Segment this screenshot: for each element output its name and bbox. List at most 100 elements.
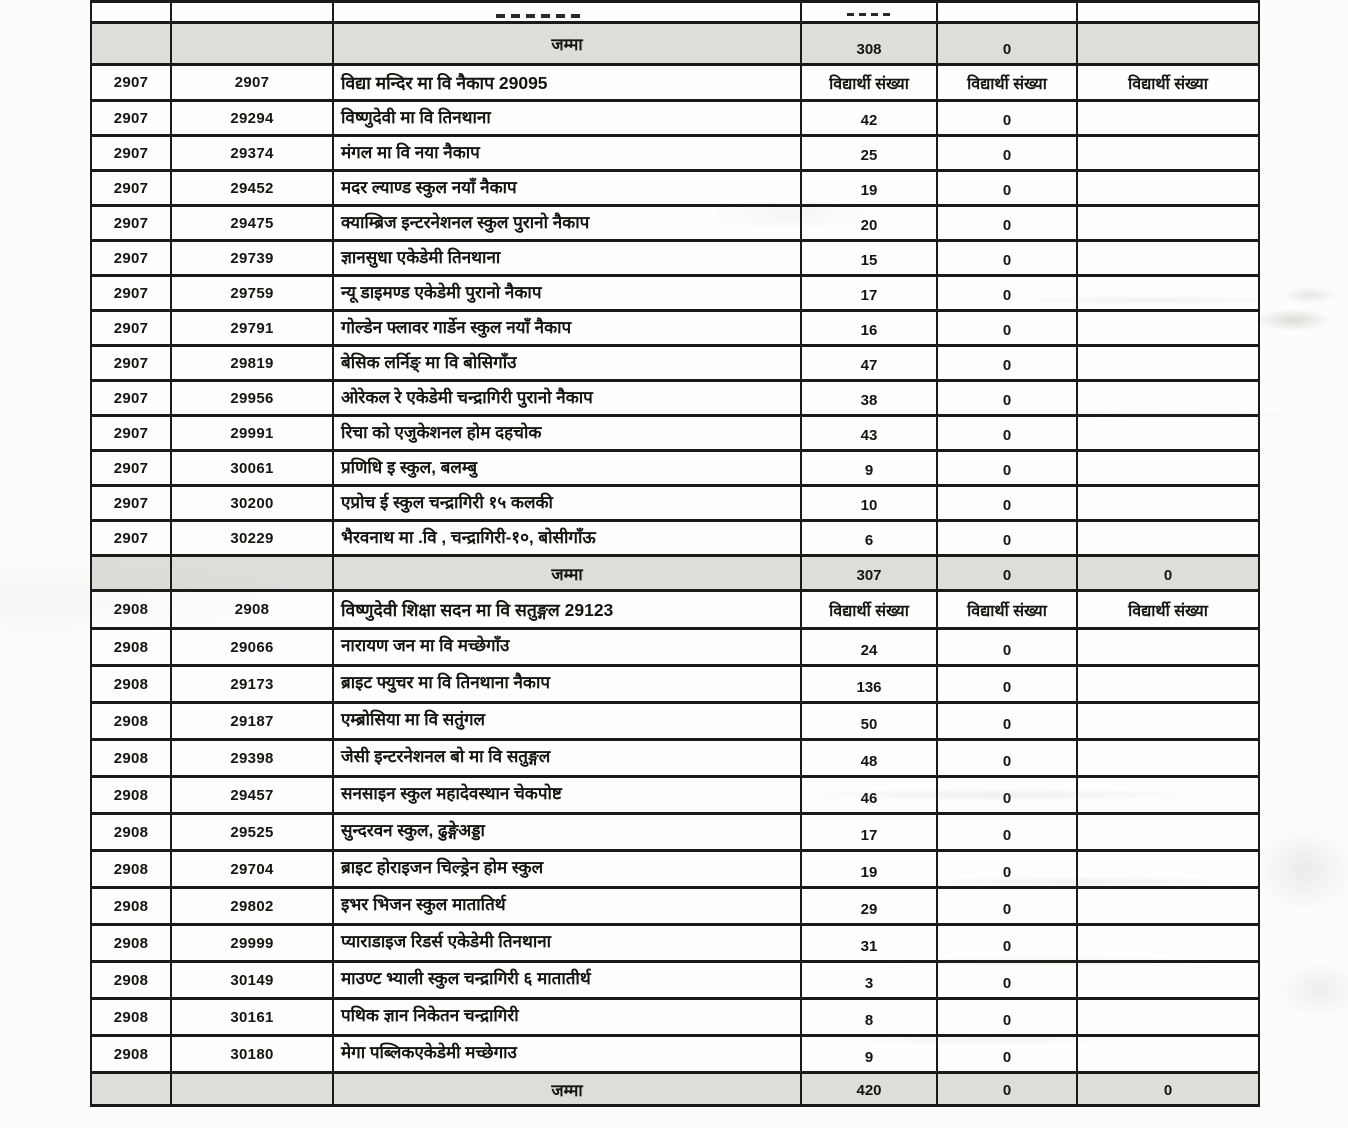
school-code-cell: 29066 bbox=[170, 627, 334, 667]
school-data-row: 2908 29457 सनसाइन स्कुल महादेवस्थान चेकपोष… bbox=[90, 775, 1260, 815]
school-name-cell: ब्राइट फ्युचर मा वि तिनथाना नैकाप bbox=[332, 664, 802, 704]
student-count-2-cell: 0 bbox=[936, 169, 1078, 207]
district-code-cell: 2908 bbox=[90, 664, 172, 704]
total-label-cell: जम्मा bbox=[332, 554, 802, 592]
school-data-row: 2907 29956 ओरेकल रे एकेडेमी चन्द्रागिरी पु… bbox=[90, 379, 1260, 417]
school-data-row: 2908 30161 पथिक ज्ञान निकेतन चन्द्रागिरी 8 0 bbox=[90, 997, 1260, 1037]
school-code-cell: 29802 bbox=[170, 886, 334, 926]
total-label-cell: जम्मा bbox=[332, 21, 802, 66]
student-count-1-cell: 17 bbox=[800, 812, 938, 852]
student-count-2-cell: 0 bbox=[936, 1071, 1078, 1107]
student-count-2-cell: 0 bbox=[936, 960, 1078, 1000]
student-count-1-cell: 25 bbox=[800, 134, 938, 172]
student-count-1-cell: विद्यार्थी संख्या bbox=[800, 589, 938, 630]
school-code-cell: 29739 bbox=[170, 239, 334, 277]
district-code-cell: 2907 bbox=[90, 239, 172, 277]
school-name-cell: माउण्ट भ्याली स्कुल चन्द्रागिरी ६ माताती… bbox=[332, 960, 802, 1000]
student-count-1-cell: 19 bbox=[800, 169, 938, 207]
student-count-3-cell bbox=[1076, 169, 1260, 207]
student-count-1-cell: 48 bbox=[800, 738, 938, 778]
school-code-cell: 29475 bbox=[170, 204, 334, 242]
student-count-1-cell: 31 bbox=[800, 923, 938, 963]
student-count-1-cell: 20 bbox=[800, 204, 938, 242]
student-count-2-cell: विद्यार्थी संख्या bbox=[936, 589, 1078, 630]
school-enrollment-table: जम्मा 308 0 2907 2907 विद्या मन्दिर मा वि नैक… bbox=[90, 0, 1260, 1107]
student-count-2-cell: 0 bbox=[936, 849, 1078, 889]
school-code-cell: 29759 bbox=[170, 274, 334, 312]
clipped-top-row bbox=[90, 0, 1260, 24]
student-count-3-cell bbox=[1076, 344, 1260, 382]
student-count-1-cell: 19 bbox=[800, 849, 938, 889]
student-count-1-cell: विद्यार्थी संख्या bbox=[800, 63, 938, 102]
school-name-cell bbox=[332, 0, 802, 24]
school-name-cell: सनसाइन स्कुल महादेवस्थान चेकपोष्ट bbox=[332, 775, 802, 815]
school-data-row: 2907 29374 मंगल मा वि नया नैकाप 25 0 bbox=[90, 134, 1260, 172]
school-name-cell: नारायण जन मा वि मच्छेगाँउ bbox=[332, 627, 802, 667]
student-count-2-cell: 0 bbox=[936, 99, 1078, 137]
district-code-cell: 2907 bbox=[90, 414, 172, 452]
school-code-cell: 29999 bbox=[170, 923, 334, 963]
district-code-cell bbox=[90, 554, 172, 592]
school-data-row: 2907 29991 रिचा को एजुकेशनल होम दहचोक 43 0 bbox=[90, 414, 1260, 452]
student-count-2-cell: 0 bbox=[936, 519, 1078, 557]
school-name-cell: ओरेकल रे एकेडेमी चन्द्रागिरी पुरानो नैका… bbox=[332, 379, 802, 417]
student-count-3-cell bbox=[1076, 204, 1260, 242]
student-count-3-cell bbox=[1076, 0, 1260, 24]
school-name-cell: विष्णुदेवी शिक्षा सदन मा वि सतुङ्गल 2912… bbox=[332, 589, 802, 630]
student-count-3-cell bbox=[1076, 960, 1260, 1000]
school-name-cell: रिचा को एजुकेशनल होम दहचोक bbox=[332, 414, 802, 452]
school-name-cell: विद्या मन्दिर मा वि नैकाप 29095 bbox=[332, 63, 802, 102]
school-code-cell: 29704 bbox=[170, 849, 334, 889]
student-count-1-cell: 50 bbox=[800, 701, 938, 741]
school-name-cell: इभर भिजन स्कुल मातातिर्थ bbox=[332, 886, 802, 926]
student-count-3-cell bbox=[1076, 239, 1260, 277]
school-name-cell: भैरवनाथ मा .वि , चन्द्रागिरी-१०, बोसीगाँ… bbox=[332, 519, 802, 557]
school-name-cell: सुन्दरवन स्कुल, ढुङ्गेअड्डा bbox=[332, 812, 802, 852]
school-data-row: 2907 29452 मदर ल्याण्ड स्कुल नयाँ नैकाप 19 0 bbox=[90, 169, 1260, 207]
student-count-1-cell: 29 bbox=[800, 886, 938, 926]
student-count-2-cell: 0 bbox=[936, 1034, 1078, 1074]
district-code-cell: 2907 bbox=[90, 134, 172, 172]
student-count-3-cell bbox=[1076, 997, 1260, 1037]
school-data-row: 2908 29802 इभर भिजन स्कुल मातातिर्थ 29 0 bbox=[90, 886, 1260, 926]
student-count-3-cell bbox=[1076, 134, 1260, 172]
school-data-row: 2908 29525 सुन्दरवन स्कुल, ढुङ्गेअड्डा 17 0 bbox=[90, 812, 1260, 852]
school-name-cell: मंगल मा वि नया नैकाप bbox=[332, 134, 802, 172]
student-count-2-cell: 0 bbox=[936, 309, 1078, 347]
student-count-3-cell bbox=[1076, 484, 1260, 522]
school-data-row: 2908 29999 प्याराडाइज रिडर्स एकेडेमी तिनथा… bbox=[90, 923, 1260, 963]
student-count-3-cell bbox=[1076, 274, 1260, 312]
student-count-2-cell: 0 bbox=[936, 775, 1078, 815]
school-code-cell bbox=[170, 554, 334, 592]
student-count-2-cell: 0 bbox=[936, 379, 1078, 417]
school-code-cell: 29187 bbox=[170, 701, 334, 741]
student-count-1-cell: 136 bbox=[800, 664, 938, 704]
school-code-cell: 29294 bbox=[170, 99, 334, 137]
school-data-row: 2907 29739 ज्ञानसुधा एकेडेमी तिनथाना 15 0 bbox=[90, 239, 1260, 277]
total-row: जम्मा 308 0 bbox=[90, 21, 1260, 66]
school-name-cell: न्यू डाइमण्ड एकेडेमी पुरानो नैकाप bbox=[332, 274, 802, 312]
school-data-row: 2907 30229 भैरवनाथ मा .वि , चन्द्रागिरी-१०… bbox=[90, 519, 1260, 557]
district-code-cell: 2907 bbox=[90, 379, 172, 417]
district-code-cell: 2908 bbox=[90, 886, 172, 926]
total-row: जम्मा 420 0 0 bbox=[90, 1071, 1260, 1107]
student-count-1-cell: 46 bbox=[800, 775, 938, 815]
school-data-row: 2907 29294 विष्णुदेवी मा वि तिनथाना 42 0 bbox=[90, 99, 1260, 137]
school-data-row: 2907 29759 न्यू डाइमण्ड एकेडेमी पुरानो नैक… bbox=[90, 274, 1260, 312]
student-count-1-cell: 24 bbox=[800, 627, 938, 667]
district-code-cell: 2907 bbox=[90, 484, 172, 522]
district-code-cell: 2908 bbox=[90, 997, 172, 1037]
student-count-1-cell: 43 bbox=[800, 414, 938, 452]
student-count-2-cell: 0 bbox=[936, 886, 1078, 926]
student-count-3-cell bbox=[1076, 664, 1260, 704]
school-code-cell: 30229 bbox=[170, 519, 334, 557]
student-count-1-cell: 42 bbox=[800, 99, 938, 137]
student-count-1-cell: 307 bbox=[800, 554, 938, 592]
student-count-1-cell: 420 bbox=[800, 1071, 938, 1107]
student-count-3-cell bbox=[1076, 414, 1260, 452]
school-code-cell: 29991 bbox=[170, 414, 334, 452]
school-data-row: 2907 29819 बेसिक लर्निङ् मा वि बोसिगाँउ 47 0 bbox=[90, 344, 1260, 382]
student-count-3-cell: 0 bbox=[1076, 1071, 1260, 1107]
district-code-cell: 2908 bbox=[90, 923, 172, 963]
student-count-3-cell bbox=[1076, 309, 1260, 347]
